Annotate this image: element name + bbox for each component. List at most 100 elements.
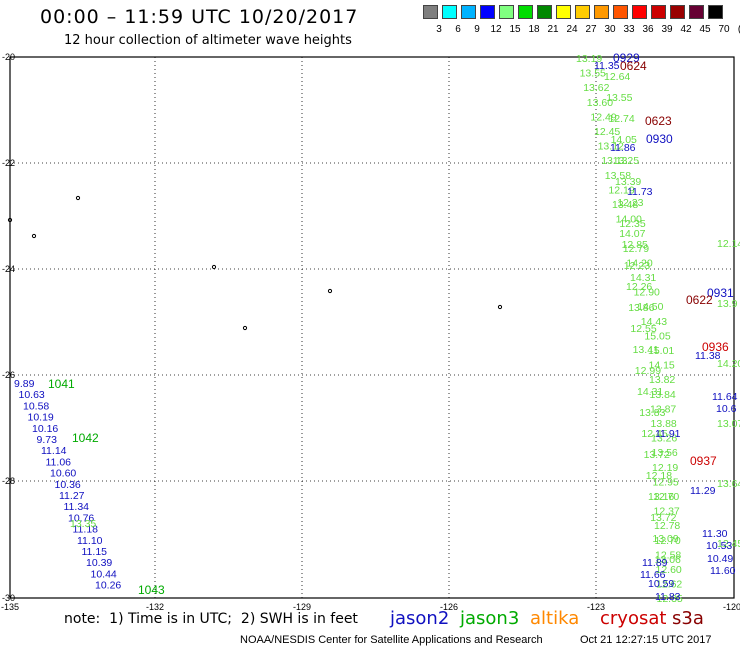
swh-value-jason3: 12.35 (619, 218, 645, 230)
swh-value-jason2: 11.14 (41, 445, 67, 457)
swh-value-jason2: 9.73 (37, 434, 58, 446)
swh-value-jason3: 12.18 (646, 470, 672, 482)
swh-value-jason3: 14.15 (649, 360, 675, 372)
swh-value-jason3: 13.09 (652, 533, 678, 545)
pass-time-label: 0929 (613, 51, 640, 65)
lon-tick-label: -132 (146, 602, 164, 612)
swh-value-jason2: 9.89 (14, 378, 35, 390)
swh-value-jason2: 11.83 (655, 591, 681, 603)
island (242, 325, 248, 331)
scale-label: 36 (642, 24, 654, 35)
swh-value-jason3: 13.25 (613, 155, 639, 167)
scale-label: 15 (509, 24, 521, 35)
swh-value-jason3: 12.55 (630, 323, 656, 335)
lat-tick-label: -20 (2, 52, 15, 62)
swh-value-jason3: 12.26 (626, 281, 652, 293)
island (211, 264, 217, 270)
lat-tick-label: -22 (2, 158, 15, 168)
scale-swatch (518, 5, 533, 19)
swh-value-jason2: 10.58 (23, 400, 49, 412)
swh-value-jason3: 12.95 (653, 476, 679, 488)
swh-value-jason2: 11.89 (642, 557, 668, 569)
swh-value-jason2: 10.19 (28, 412, 54, 424)
lon-tick-label: -126 (440, 602, 458, 612)
swh-value-jason3: 12.79 (623, 243, 649, 255)
swh-value-jason3: 12.62 (656, 579, 682, 591)
swh-value-jason3: 13.72 (650, 512, 676, 524)
swh-value-jason3: 13.56 (652, 447, 678, 459)
island (327, 288, 333, 294)
scale-swatch (651, 5, 666, 19)
swh-value-jason3: 13.87 (650, 403, 676, 415)
island (497, 304, 503, 310)
scale-label: 33 (623, 24, 635, 35)
swh-value-jason3: 12.70 (655, 535, 681, 547)
scale-label: 30 (604, 24, 616, 35)
swh-value-jason2: 11.38 (695, 350, 721, 362)
scale-label: 6 (455, 24, 461, 35)
scale-unit: (ft) (731, 24, 740, 35)
swh-value-jason3: 13.13 (601, 155, 627, 167)
swh-value-jason2: 11.66 (640, 569, 666, 581)
swh-value-jason3: 13.62 (583, 82, 609, 94)
lat-tick-label: -24 (2, 264, 15, 274)
scale-label: 70 (718, 24, 730, 35)
pass-time-label: 0936 (702, 340, 729, 354)
swh-value-jason3: 13.88 (651, 418, 677, 430)
lat-tick-label: -28 (2, 476, 15, 486)
scale-label: 12 (490, 24, 502, 35)
swh-value-jason2: 11.73 (627, 186, 653, 198)
swh-value-jason3: 13.48 (612, 199, 638, 211)
swh-value-jason2: 10.36 (55, 479, 81, 491)
swh-value-jason3: 13.26 (651, 433, 677, 445)
swh-value-jason3: 14.05 (611, 134, 637, 146)
pass-time-label: 1041 (48, 377, 75, 391)
swh-value-jason2: 11.34 (64, 501, 90, 513)
swh-value-jason3: 13.86 (628, 302, 654, 314)
swh-value-jason3: 13.41 (633, 344, 659, 356)
swh-value-jason3: 13.60 (587, 97, 613, 109)
swh-value-jason3: 13.84 (650, 389, 676, 401)
swh-value-jason3: 14.31 (630, 272, 656, 284)
swh-value-jason2: 10.59 (648, 578, 674, 590)
scale-label: 27 (585, 24, 597, 35)
island (75, 195, 81, 201)
scale-label: 18 (528, 24, 540, 35)
legend-jason3: jason3 (460, 608, 520, 629)
swh-value-jason3: 12.70 (653, 491, 679, 503)
swh-value-jason3: 14.20 (717, 358, 740, 370)
lat-tick-label: -26 (2, 370, 15, 380)
swh-value-jason2: 10.76 (68, 512, 94, 524)
swh-value-jason3: 12.23 (617, 197, 643, 209)
swh-value-jason3: 12.23 (624, 260, 650, 272)
scale-label: 24 (566, 24, 578, 35)
scale-swatch (575, 5, 590, 19)
swh-value-jason3: 13.9 (717, 298, 738, 310)
scale-label: 3 (436, 24, 442, 35)
scale-swatch (461, 5, 476, 19)
scale-label: 45 (699, 24, 711, 35)
swh-value-jason3: 13.06 (655, 554, 681, 566)
scale-swatch (556, 5, 571, 19)
swh-value-jason2: 10.16 (32, 423, 58, 435)
lat-tick-label: -30 (2, 593, 15, 603)
footnote: note: 1) Time is in UTC; 2) SWH is in fe… (64, 611, 358, 627)
swh-value-jason3: 12.64 (604, 71, 630, 83)
swh-value-jason3: 14.31 (637, 386, 663, 398)
swh-value-jason2: 11.15 (82, 546, 108, 558)
legend-cryosat: cryosat (600, 608, 667, 629)
swh-value-jason3: 13.55 (580, 68, 606, 80)
scale-swatch (423, 5, 438, 19)
swh-value-jason3: 14.20 (626, 257, 652, 269)
pass-time-label: 1043 (138, 583, 165, 597)
lon-tick-label: -120 (723, 602, 740, 612)
swh-value-jason3: 12.14 (717, 238, 740, 250)
swh-value-jason3: 13.12 (598, 141, 624, 153)
swh-value-jason2: 11.64 (712, 391, 738, 403)
map-frame (9, 56, 735, 599)
swh-value-jason3: 12.58 (655, 549, 681, 561)
swh-value-jason2: 11.27 (59, 490, 85, 502)
swh-value-jason3: 14.07 (619, 228, 645, 240)
swh-value-jason3: 13.58 (605, 170, 631, 182)
